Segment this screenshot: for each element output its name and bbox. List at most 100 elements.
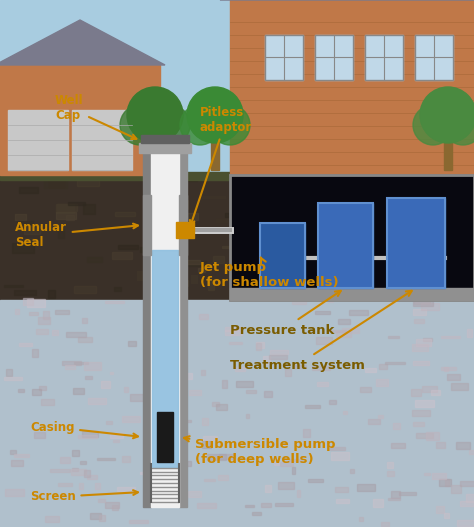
Bar — [387, 471, 393, 476]
Bar — [225, 330, 242, 335]
Bar — [246, 187, 263, 193]
Bar — [219, 475, 228, 480]
Bar — [282, 243, 306, 252]
Bar — [441, 367, 456, 370]
Bar — [4, 285, 23, 287]
Bar — [388, 336, 399, 338]
Text: Screen: Screen — [30, 490, 138, 503]
Bar — [315, 35, 353, 80]
Bar — [175, 323, 186, 331]
Bar — [110, 433, 123, 438]
Bar — [140, 472, 144, 474]
Bar — [238, 192, 255, 200]
Bar — [260, 223, 305, 288]
Bar — [225, 213, 233, 217]
Bar — [0, 300, 474, 527]
Bar — [160, 480, 176, 486]
Circle shape — [413, 105, 453, 145]
Bar — [6, 170, 12, 179]
Bar — [414, 299, 430, 304]
Bar — [141, 135, 189, 143]
Bar — [366, 267, 371, 275]
Bar — [329, 329, 346, 332]
Text: Annular
Seal: Annular Seal — [15, 221, 138, 249]
Bar — [61, 457, 70, 463]
Bar — [15, 309, 19, 315]
Bar — [219, 454, 235, 458]
Bar — [334, 271, 341, 274]
Bar — [463, 227, 474, 236]
Bar — [399, 492, 416, 495]
Bar — [124, 387, 128, 392]
Bar — [197, 503, 217, 508]
Bar — [176, 222, 194, 238]
Bar — [377, 231, 393, 237]
Bar — [292, 216, 298, 221]
Bar — [441, 184, 455, 193]
Bar — [445, 480, 449, 486]
Bar — [44, 311, 49, 319]
Bar — [411, 389, 421, 396]
Bar — [465, 494, 474, 502]
Bar — [109, 372, 113, 375]
Bar — [304, 280, 312, 289]
Text: Casing: Casing — [30, 421, 138, 438]
Bar — [332, 283, 354, 291]
Bar — [139, 247, 162, 252]
Bar — [451, 485, 461, 493]
Bar — [154, 200, 172, 209]
Bar — [381, 257, 390, 265]
Bar — [304, 287, 321, 297]
Bar — [265, 35, 303, 80]
Bar — [313, 192, 329, 198]
Bar — [18, 343, 32, 346]
Bar — [365, 368, 376, 372]
Bar — [225, 327, 242, 331]
Bar — [107, 421, 112, 424]
Bar — [122, 455, 130, 462]
Bar — [112, 505, 118, 510]
Bar — [246, 505, 255, 507]
Text: Jet pump
(for shallow wells): Jet pump (for shallow wells) — [200, 258, 338, 289]
Bar — [88, 475, 97, 480]
Bar — [469, 450, 474, 454]
Bar — [97, 458, 115, 461]
Bar — [449, 172, 469, 177]
Bar — [451, 383, 468, 391]
Bar — [151, 135, 159, 170]
Bar — [143, 195, 151, 255]
Bar — [265, 35, 303, 80]
Bar — [359, 518, 363, 521]
Bar — [203, 436, 217, 440]
Bar — [80, 461, 86, 464]
Bar — [261, 503, 271, 508]
Bar — [444, 367, 448, 371]
Bar — [91, 513, 101, 519]
Bar — [211, 135, 219, 170]
Bar — [441, 336, 460, 338]
Bar — [99, 515, 105, 521]
Bar — [260, 210, 278, 213]
Bar — [350, 226, 367, 231]
Bar — [39, 386, 46, 390]
Bar — [0, 172, 474, 180]
Bar — [183, 177, 206, 180]
Bar — [292, 467, 295, 474]
Bar — [438, 479, 451, 486]
Circle shape — [210, 105, 250, 145]
Bar — [350, 469, 355, 473]
Bar — [4, 377, 22, 380]
Bar — [49, 179, 64, 187]
Bar — [387, 198, 445, 288]
Bar — [199, 314, 208, 319]
Bar — [467, 329, 472, 337]
Bar — [318, 203, 373, 288]
Bar — [105, 300, 124, 303]
Bar — [427, 433, 438, 440]
Bar — [82, 318, 87, 324]
Circle shape — [180, 105, 220, 145]
Bar — [53, 330, 58, 335]
Bar — [19, 187, 38, 193]
Bar — [38, 317, 50, 324]
Bar — [290, 278, 301, 282]
